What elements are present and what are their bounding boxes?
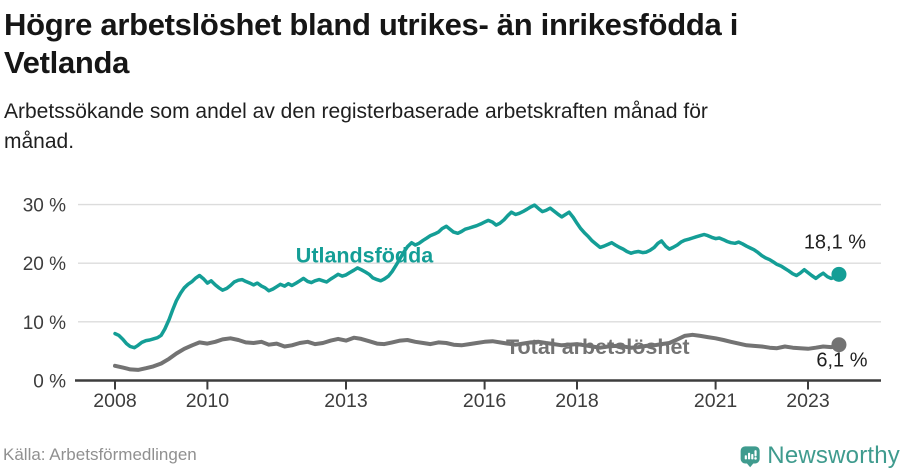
series-end-value-total: 6,1 %	[816, 350, 867, 372]
x-axis-tick-label: 2023	[786, 390, 829, 412]
series-line-total	[113, 332, 841, 372]
y-axis-tick-label: 20 %	[23, 254, 66, 275]
x-axis-tick-label: 2016	[463, 390, 506, 412]
x-axis-tick-label: 2018	[555, 390, 598, 412]
x-axis-tick-label: 2008	[93, 390, 136, 412]
x-axis-tick-label: 2021	[694, 390, 737, 412]
x-axis-tick-label: 2010	[186, 390, 230, 412]
series-end-dot-utlandsfodda	[831, 266, 847, 282]
newsworthy-logo: Newsworthy	[740, 439, 900, 473]
series-end-dot-total	[831, 337, 847, 353]
source-credit: Källa: Arbetsförmedlingen	[3, 445, 197, 464]
y-axis-tick-label: 30 %	[23, 196, 66, 217]
page-title: Högre arbetslöshet bland utrikes- än inr…	[4, 7, 739, 80]
newsworthy-logo-icon	[740, 445, 760, 467]
newsworthy-logo-text: Newsworthy	[767, 442, 900, 469]
chart-subtitle: Arbetssökande som andel av den registerb…	[4, 100, 708, 153]
y-axis-tick-label: 10 %	[23, 313, 66, 334]
series-label-utlandsfodda: Utlandsfödda	[296, 244, 434, 268]
series-line-utlandsfodda	[113, 203, 841, 350]
series-label-total: Total arbetslöshet	[506, 335, 690, 359]
y-axis-tick-label: 0 %	[33, 372, 66, 393]
x-axis-tick-label: 2013	[324, 390, 367, 412]
series-end-value-utlandsfodda: 18,1 %	[804, 231, 866, 253]
